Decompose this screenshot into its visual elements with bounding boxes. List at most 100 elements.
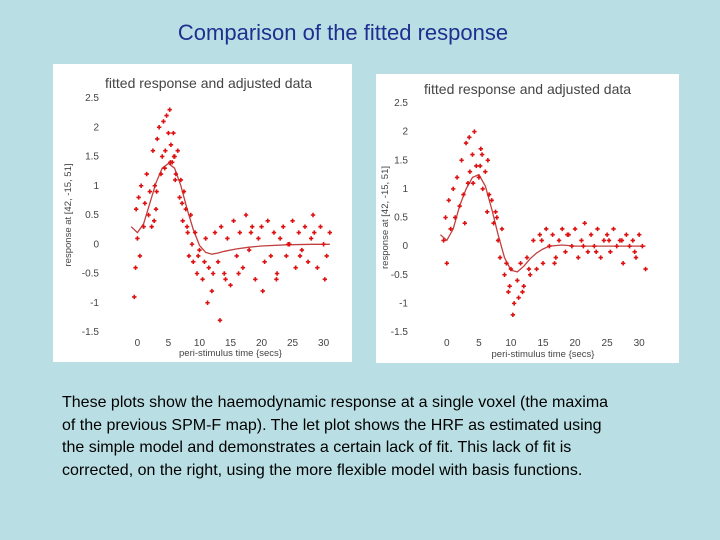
data-point <box>173 171 179 177</box>
x-axis-label: peri-stimulus time {secs} <box>179 348 282 359</box>
data-point <box>480 186 485 192</box>
data-point <box>524 255 530 260</box>
data-point <box>632 249 637 255</box>
data-point <box>479 152 485 157</box>
data-point <box>163 148 168 153</box>
data-point <box>189 242 195 247</box>
data-point <box>483 169 488 174</box>
data-point <box>222 271 227 276</box>
data-point <box>640 243 645 249</box>
data-point <box>553 255 559 260</box>
data-point <box>526 266 532 272</box>
data-point <box>178 177 184 183</box>
data-point <box>477 163 483 169</box>
data-point <box>160 154 165 159</box>
data-point <box>168 142 174 147</box>
data-point <box>443 215 448 220</box>
data-point <box>194 271 200 276</box>
data-point <box>511 301 517 306</box>
data-point <box>231 218 236 224</box>
data-point <box>620 261 626 266</box>
data-point <box>138 183 144 188</box>
data-point <box>560 226 565 232</box>
y-tick-label: -1 <box>90 298 99 309</box>
data-point <box>284 253 289 259</box>
data-point <box>451 186 456 192</box>
data-point <box>454 175 460 180</box>
caption-line: the simple model and demonstrates a cert… <box>62 439 572 456</box>
data-point <box>225 236 230 241</box>
data-point <box>321 242 326 247</box>
data-point <box>572 226 578 232</box>
data-point <box>151 218 157 224</box>
chart-right: fitted response and adjusted data 2.5 2 1.5… <box>380 81 648 360</box>
data-point <box>506 289 511 295</box>
data-point <box>547 243 552 249</box>
data-point <box>268 253 274 259</box>
data-point <box>552 261 557 266</box>
data-point <box>206 265 211 270</box>
x-axis-label: peri-stimulus time {secs} <box>492 349 595 360</box>
data-point <box>462 221 467 226</box>
data-point <box>633 255 639 260</box>
data-point <box>452 215 458 220</box>
data-point <box>136 195 141 200</box>
data-point <box>248 230 254 235</box>
y-tick-label: 1 <box>93 181 99 192</box>
y-tick-label: 0 <box>93 239 99 250</box>
data-point <box>161 119 166 124</box>
data-point <box>154 189 159 194</box>
data-point <box>544 226 549 232</box>
y-axis-label: response at [42, -15, 51] <box>380 166 391 269</box>
data-point <box>467 169 473 174</box>
data-point <box>322 277 328 282</box>
data-point <box>598 255 603 260</box>
data-point <box>581 243 586 249</box>
data-point <box>619 238 625 243</box>
data-point <box>470 180 476 186</box>
data-point <box>286 242 291 247</box>
y-tick-label: -1.5 <box>391 327 409 338</box>
fitted-curve <box>130 162 330 255</box>
data-point <box>585 249 591 255</box>
data-point <box>156 125 162 130</box>
data-point <box>259 224 264 229</box>
data-point <box>531 238 536 243</box>
fitted-curve <box>439 173 646 273</box>
data-point <box>153 206 159 212</box>
x-tick-label: 15 <box>537 338 549 349</box>
data-point <box>179 201 185 206</box>
slide-title: Comparison of the fitted response <box>177 20 509 45</box>
data-point <box>167 107 172 112</box>
data-point <box>200 277 205 282</box>
data-point <box>146 212 151 218</box>
data-point <box>494 215 500 220</box>
y-tick-label: 2 <box>402 127 408 138</box>
x-tick-label: 30 <box>634 338 646 349</box>
data-point <box>162 166 167 171</box>
data-point <box>250 224 255 229</box>
data-point <box>217 318 223 323</box>
data-point <box>614 243 619 249</box>
data-point <box>234 253 239 259</box>
data-point <box>177 195 182 200</box>
data-point <box>191 259 196 264</box>
data-point <box>223 277 228 282</box>
data-point <box>256 236 261 241</box>
data-point <box>499 226 505 232</box>
data-point <box>611 226 616 232</box>
data-point <box>164 113 169 118</box>
data-point <box>196 253 201 259</box>
data-point <box>144 171 149 177</box>
data-point <box>472 129 477 134</box>
data-point <box>171 130 176 136</box>
caption: These plots show the haemodynamic respon… <box>62 392 702 482</box>
data-point <box>508 266 514 272</box>
data-point <box>563 249 568 255</box>
data-point <box>606 238 612 243</box>
data-point <box>299 247 305 253</box>
data-point <box>205 300 210 305</box>
data-point <box>308 236 314 241</box>
y-tick-label: 2.5 <box>394 98 408 109</box>
data-point <box>133 206 139 212</box>
